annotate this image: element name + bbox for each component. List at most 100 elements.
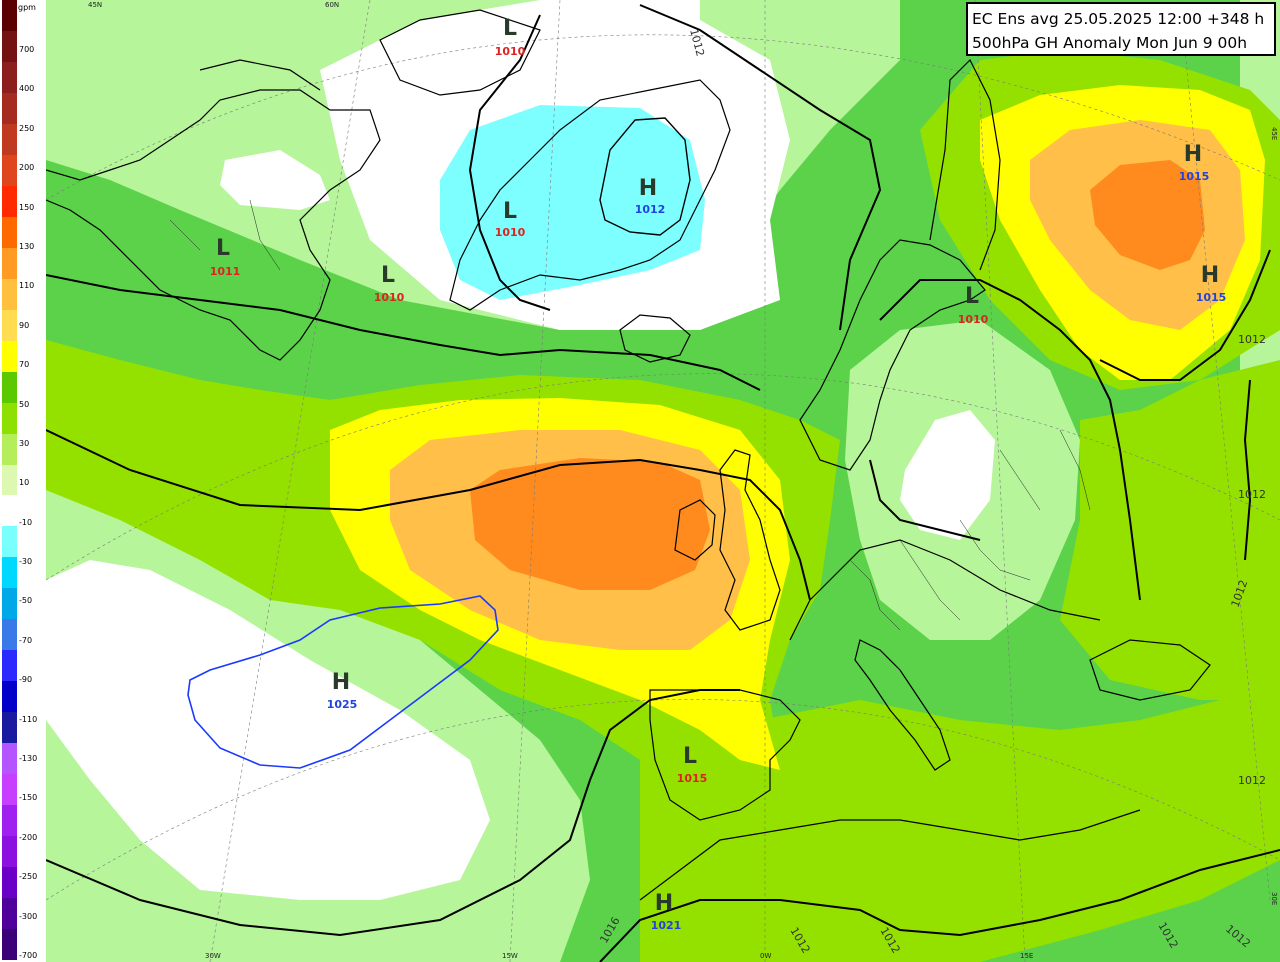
scale-swatch [2,836,17,868]
anomaly-fill-white-labrador [220,150,330,210]
svg-text:1021: 1021 [651,919,682,932]
color-scale-legend: gpm 700 400 250 200 150 130 110 90 70 50 30 10 -10 -3… [0,0,46,962]
pressure-center: H 1012 [635,176,666,216]
pressure-center: H 1025 [327,670,358,711]
scale-tick-label: -110 [19,714,38,724]
scale-swatch [2,681,17,713]
scale-tick-label: -150 [19,793,38,803]
scale-swatch [2,774,17,806]
anomaly-fill-lime-mediterranean [640,690,1280,962]
scale-tick-label: 110 [19,281,35,291]
scale-swatch [2,464,17,496]
anomaly-fill-orange-northeast [1090,160,1205,270]
svg-text:1015: 1015 [1179,170,1210,183]
isobar-label: 1012 [1238,774,1266,787]
scale-swatch [2,185,17,218]
pressure-center: H 1021 [651,891,682,932]
graticule-label: 45N [88,1,102,9]
pressure-center: L 1010 [958,284,989,326]
anomaly-fill-orange-atlantic [470,458,710,590]
isobar-greenland-1012 [599,117,691,236]
graticule-label: 60N [325,1,339,9]
graticule-label: 15W [502,952,518,960]
pressure-center: L 1010 [374,263,405,304]
pressure-center: L 1010 [495,199,526,239]
svg-text:L: L [965,284,979,309]
graticule-label: 30E [1270,892,1278,905]
svg-text:L: L [683,744,697,769]
svg-text:L: L [503,16,517,41]
pressure-center: L 1015 [677,744,708,785]
scale-swatch [2,898,17,930]
scale-swatch [2,805,17,837]
scale-tick-label: 130 [19,241,35,251]
svg-text:H: H [655,891,673,916]
country-borders [169,199,1091,631]
scale-tick-label: 150 [19,202,35,212]
scale-tick-label: 70 [19,360,30,370]
isobar-high-1025 [187,595,499,769]
svg-text:L: L [381,263,395,288]
anomaly-fill-cyan-greenland [440,105,705,300]
scale-swatch [2,61,17,94]
anomaly-fill-white-baltic [900,410,995,540]
scale-tick-label: 10 [19,478,30,488]
scale-swatch [2,247,17,280]
scale-tick-label: 400 [19,84,35,94]
scale-swatch [2,495,17,527]
pressure-center: H 1015 [1179,142,1210,183]
scale-tick-label: 250 [19,123,35,133]
anomaly-fill-lime-russia [1060,360,1280,700]
scale-swatch [2,30,17,63]
map-svg: L 1010 L 1010 H 1012 L 1011 L 1010 L 1010 H 101… [46,0,1280,962]
scale-swatch [2,123,17,156]
scale-swatch [2,526,17,558]
scale-swatch [2,340,17,373]
scale-tick-label: -70 [19,635,33,645]
pressure-centers: L 1010 L 1010 H 1012 L 1011 L 1010 L 1010 H 101… [210,16,1227,932]
svg-text:1025: 1025 [327,698,358,711]
scale-tick-label: -300 [19,911,38,921]
svg-text:1011: 1011 [210,265,241,278]
scale-swatch [2,371,17,404]
graticule-label: 0W [760,952,771,960]
isobar-label: 1012 [1238,488,1266,501]
scale-tick-label: -250 [19,872,38,882]
title-line-2: 500hPa GH Anomaly Mon Jun 9 00h [972,34,1248,52]
svg-text:1012: 1012 [635,203,666,216]
scale-swatch [2,0,17,32]
svg-text:1010: 1010 [495,45,526,58]
scale-swatch [2,650,17,682]
scale-tick-label: -200 [19,832,38,842]
scale-swatch [2,216,17,249]
graticule-labels: 45N 60N 30W 15W 0W 15E 30E 45E [88,1,1278,960]
scale-tick-label: 30 [19,438,30,448]
svg-text:1015: 1015 [1196,291,1227,304]
pressure-center: H 1015 [1196,263,1227,304]
scale-tick-label: 90 [19,320,30,330]
svg-text:1010: 1010 [495,226,526,239]
svg-text:1010: 1010 [374,291,405,304]
anomaly-fill-white-atlantic [46,560,490,900]
isobars [46,4,1280,962]
scale-tick-label: 50 [19,399,30,409]
scale-tick-label: -10 [19,517,33,527]
isobar-label: 1012 [1238,333,1266,346]
scale-swatch [2,92,17,125]
scale-swatch [2,433,17,465]
scale-tick-label: 700 [19,45,35,54]
scale-tick-label: 200 [19,163,35,173]
scale-tick-label: -50 [19,596,33,606]
anomaly-map: L 1010 L 1010 H 1012 L 1011 L 1010 L 1010 H 101… [46,0,1280,962]
scale-swatch [2,743,17,775]
svg-text:L: L [503,199,517,224]
svg-text:H: H [1184,142,1202,167]
scale-swatch [2,557,17,589]
scale-tick-label: -90 [19,675,33,685]
scale-swatch [2,712,17,744]
graticule-label: 45E [1270,127,1278,140]
scale-unit: gpm [18,3,36,12]
chart-title-box: EC Ens avg 25.05.2025 12:00 +348 h 500hP… [966,2,1276,56]
svg-text:H: H [639,176,657,201]
svg-text:L: L [216,236,230,261]
